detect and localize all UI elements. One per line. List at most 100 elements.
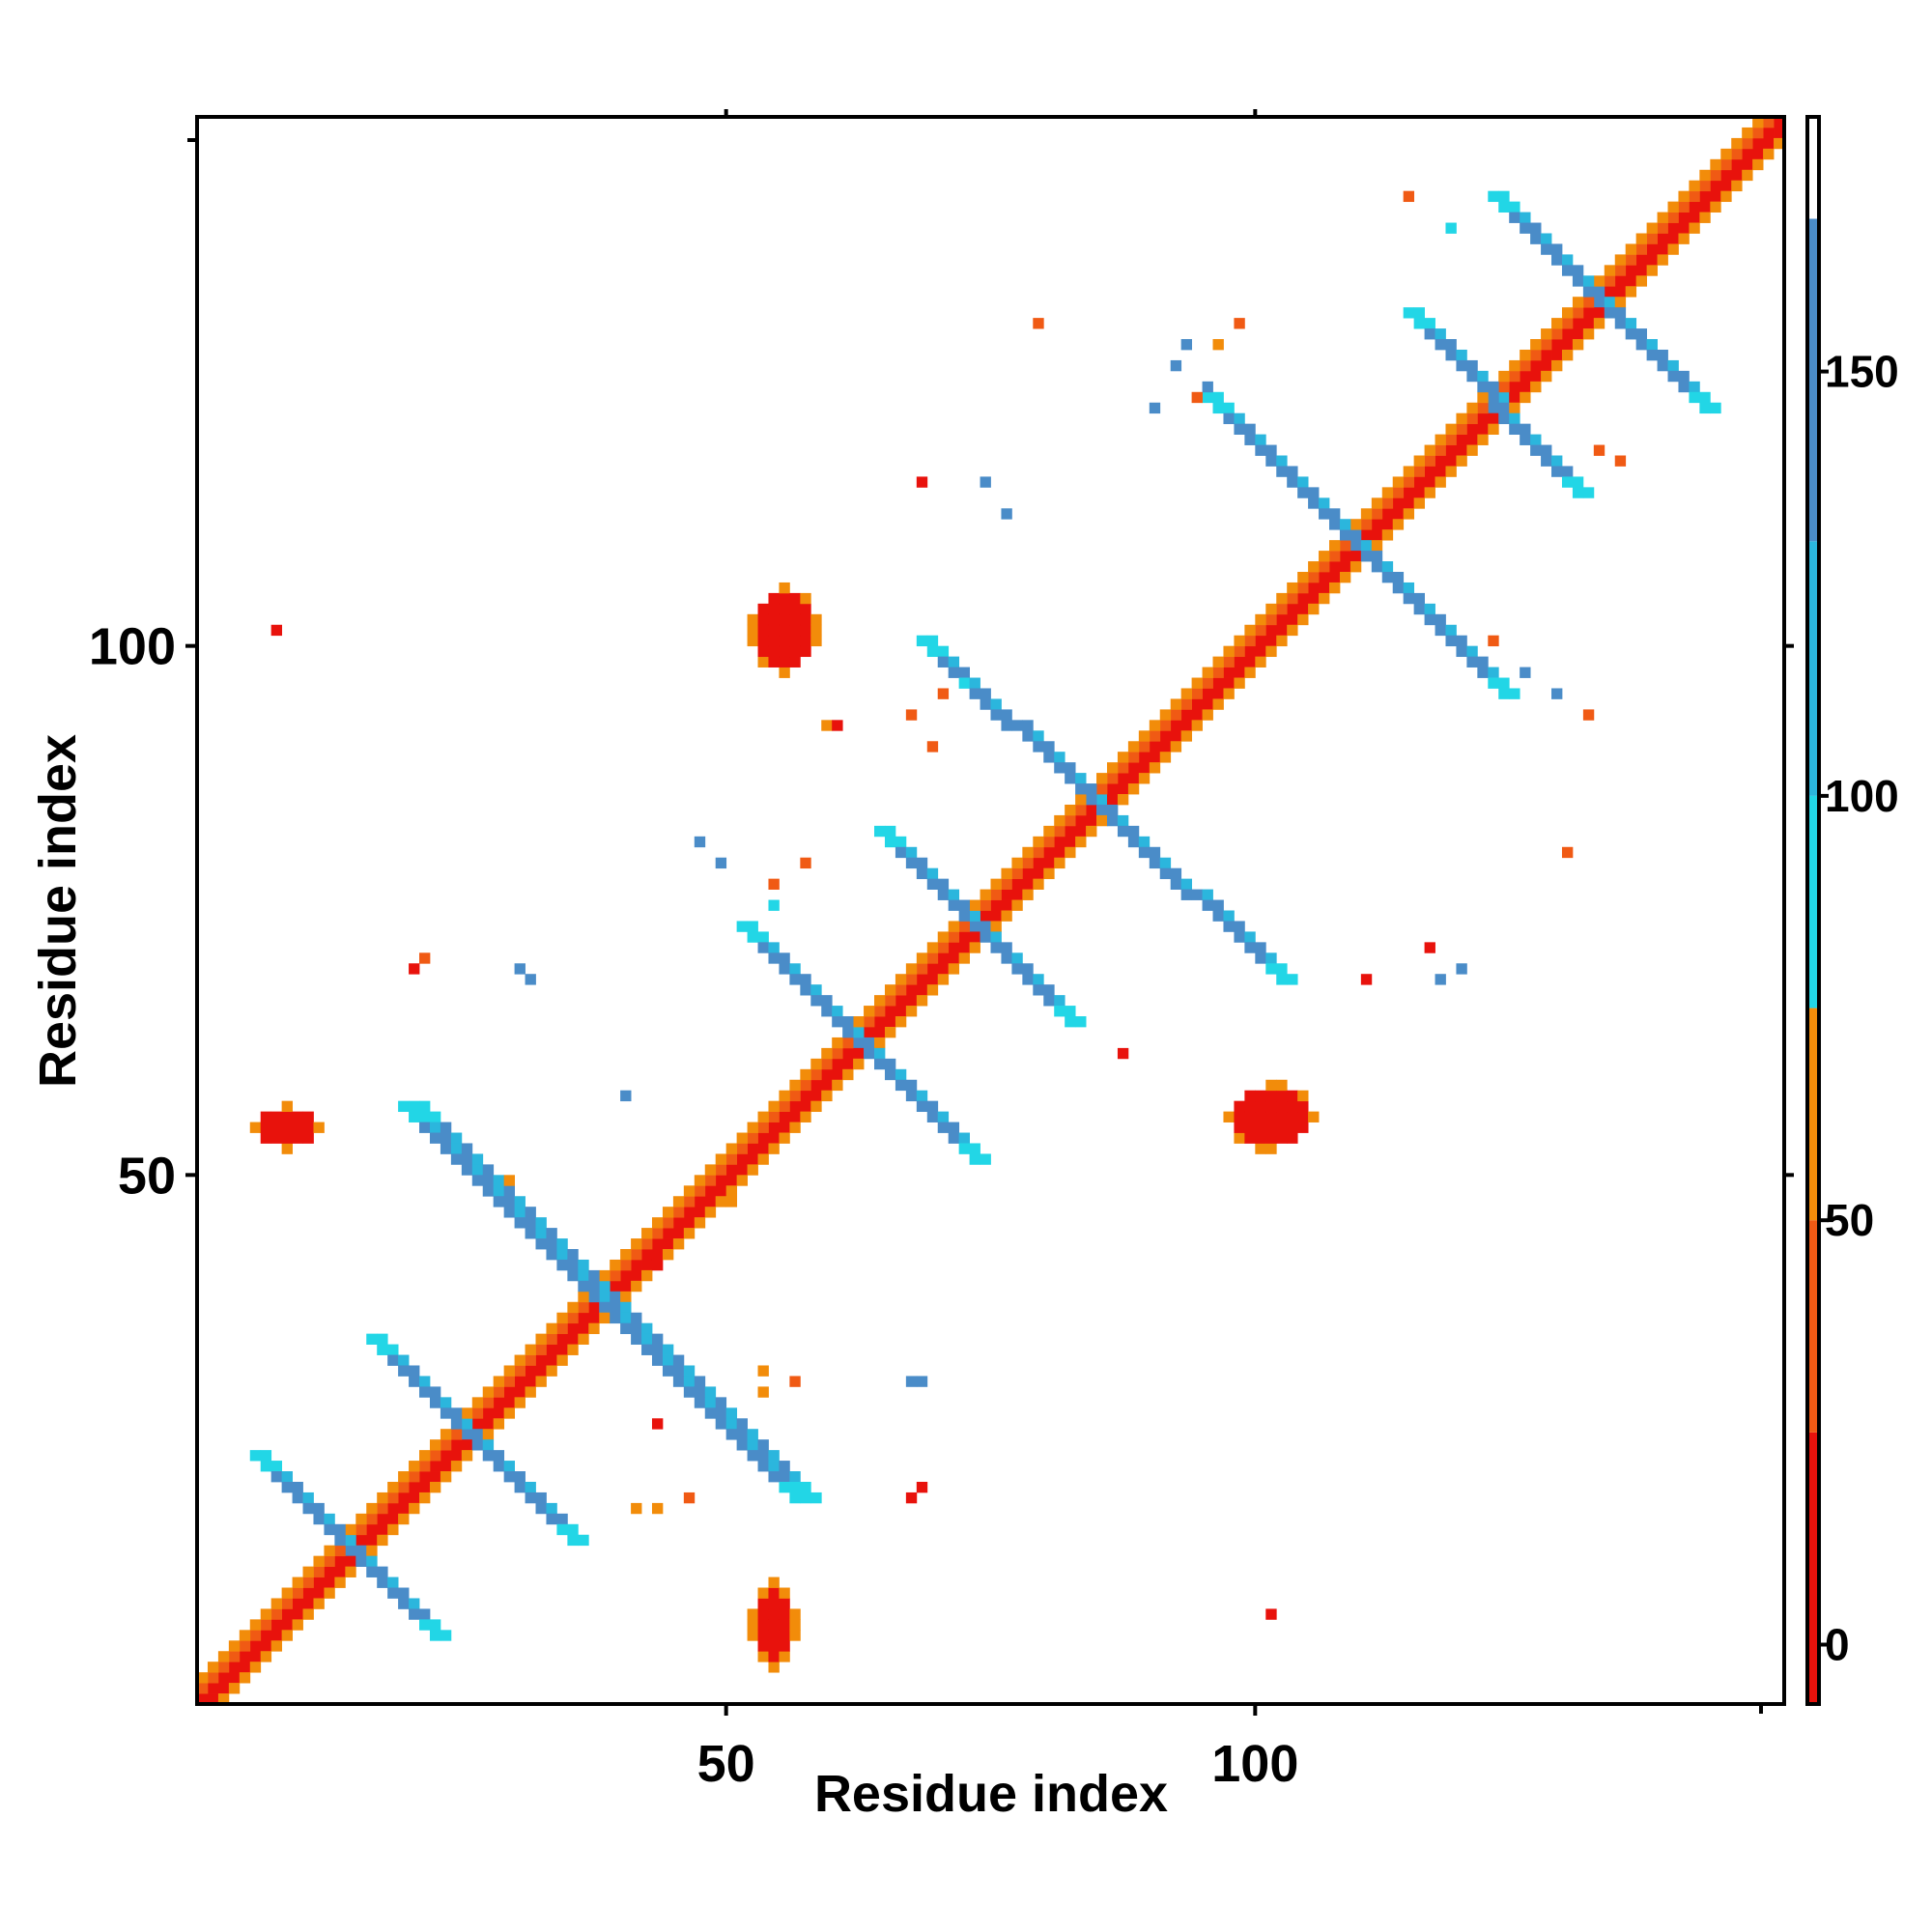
heatmap-cell [768, 1111, 780, 1122]
heatmap-cell [345, 1566, 356, 1577]
heatmap-cell [1329, 561, 1341, 573]
heatmap-cell [990, 889, 1002, 900]
heatmap-cell [1403, 582, 1415, 594]
heatmap-cell [779, 1598, 790, 1609]
heatmap-cell [387, 1481, 399, 1493]
heatmap-cell [683, 1217, 696, 1229]
heatmap-cell [1086, 804, 1097, 816]
heatmap-cell [789, 613, 801, 626]
heatmap-cell [1392, 508, 1405, 520]
heatmap-cell [1106, 804, 1119, 816]
heatmap-cell [1582, 307, 1595, 319]
heatmap-cell [1287, 974, 1298, 985]
heatmap-cell [1244, 635, 1256, 647]
heatmap-cell [757, 1450, 769, 1462]
heatmap-cell [874, 1016, 886, 1028]
heatmap-cell [926, 1100, 939, 1113]
heatmap-cell [1381, 497, 1394, 509]
heatmap-cell [1159, 752, 1172, 763]
heatmap-cell [1403, 592, 1415, 605]
heatmap-cell [1086, 794, 1097, 806]
heatmap-cell [1223, 645, 1235, 658]
heatmap-cell [1657, 212, 1668, 223]
heatmap-cell [672, 1365, 685, 1377]
heatmap-cell [757, 1111, 769, 1122]
heatmap-cell [1371, 508, 1383, 520]
heatmap-cell [1191, 889, 1203, 900]
heatmap-cell [1191, 698, 1203, 710]
heatmap-cell [345, 1523, 356, 1536]
heatmap-cell [1689, 391, 1700, 404]
heatmap-cell [1339, 551, 1351, 562]
heatmap-cell [1255, 1111, 1266, 1122]
heatmap-cell [1403, 466, 1415, 477]
heatmap-cell [779, 1132, 790, 1144]
heatmap-cell [1731, 158, 1743, 171]
heatmap-cell [1096, 814, 1108, 827]
heatmap-cell [1106, 783, 1119, 795]
heatmap-cell [419, 1481, 431, 1493]
heatmap-cell [1170, 359, 1182, 372]
heatmap-cell [1742, 127, 1753, 139]
heatmap-cell [419, 1100, 431, 1113]
heatmap-cell [1202, 688, 1213, 699]
heatmap-cell [482, 1418, 495, 1430]
heatmap-cell [757, 1461, 769, 1472]
heatmap-cell [409, 1471, 420, 1483]
heatmap-cell [1117, 794, 1129, 806]
heatmap-cell [926, 942, 939, 953]
heatmap-cell [1054, 814, 1065, 827]
heatmap-cell [1244, 942, 1256, 953]
heatmap-cell [1149, 846, 1161, 859]
heatmap-cell [493, 1418, 505, 1430]
heatmap-cell [800, 974, 811, 985]
heatmap-cell [1477, 391, 1489, 404]
heatmap-cell [1456, 645, 1467, 658]
heatmap-cell [419, 1386, 431, 1398]
heatmap-cell [1742, 169, 1753, 182]
heatmap-cell [1646, 243, 1658, 255]
heatmap-cell [578, 1301, 589, 1314]
heatmap-cell [377, 1492, 388, 1504]
heatmap-cell [779, 603, 790, 615]
heatmap-cell [1435, 455, 1446, 467]
heatmap-cell [1530, 444, 1542, 456]
heatmap-cell [1509, 370, 1520, 383]
heatmap-cell [1456, 349, 1467, 361]
heatmap-cell [1265, 1111, 1277, 1122]
heatmap-cell [1075, 773, 1087, 784]
heatmap-cell [334, 1545, 346, 1557]
colorbar-band [1807, 1220, 1819, 1433]
heatmap-cell [1191, 391, 1203, 404]
heatmap-cell [725, 1185, 738, 1197]
heatmap-cell [1561, 328, 1574, 340]
heatmap-cell [525, 1365, 536, 1377]
heatmap-cell [366, 1333, 378, 1345]
heatmap-cell [1043, 825, 1055, 838]
heatmap-cell [440, 1132, 452, 1144]
heatmap-cell [1255, 1143, 1266, 1154]
heatmap-cell [1466, 412, 1478, 425]
heatmap-cell [260, 1461, 272, 1472]
heatmap-cell [398, 1471, 410, 1483]
heatmap-cell [1033, 846, 1044, 859]
heatmap-cell [1520, 359, 1531, 372]
heatmap-cell [926, 741, 939, 753]
heatmap-cell [1381, 571, 1394, 583]
heatmap-cell [450, 1132, 463, 1144]
heatmap-cell [419, 1608, 431, 1620]
heatmap-cell [525, 1344, 536, 1355]
heatmap-cell [228, 1683, 241, 1694]
heatmap-cell [1022, 889, 1034, 900]
heatmap-cell [419, 952, 431, 964]
heatmap-cell [1699, 169, 1711, 182]
heatmap-cell [789, 1079, 801, 1092]
heatmap-cell [1297, 1100, 1309, 1113]
heatmap-cell [292, 1598, 303, 1609]
heatmap-cell [747, 635, 758, 647]
heatmap-cell [620, 1291, 632, 1303]
heatmap-cell [1498, 688, 1510, 699]
heatmap-cell [1604, 275, 1616, 287]
heatmap-cell [1180, 878, 1193, 890]
heatmap-cell [1149, 752, 1161, 763]
